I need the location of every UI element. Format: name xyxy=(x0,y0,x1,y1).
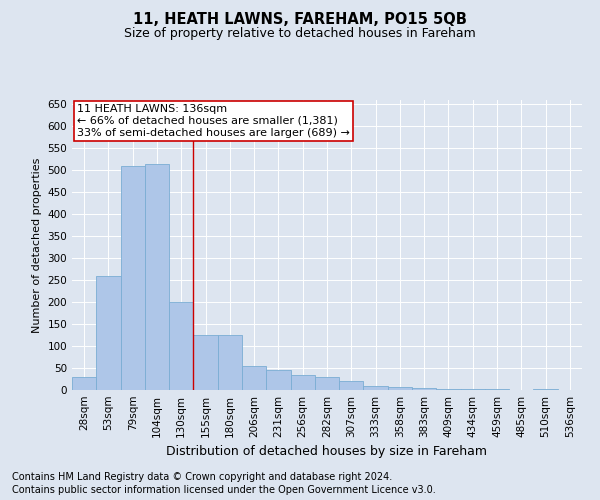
Bar xyxy=(145,164,169,390)
Bar xyxy=(315,377,339,390)
Text: 11 HEATH LAWNS: 136sqm
← 66% of detached houses are smaller (1,381)
33% of semi-: 11 HEATH LAWNS: 136sqm ← 66% of detached… xyxy=(77,104,350,138)
Bar xyxy=(436,388,461,390)
Y-axis label: Number of detached properties: Number of detached properties xyxy=(32,158,42,332)
Bar xyxy=(364,386,388,390)
Bar xyxy=(290,374,315,390)
Text: Contains HM Land Registry data © Crown copyright and database right 2024.: Contains HM Land Registry data © Crown c… xyxy=(12,472,392,482)
Bar xyxy=(121,166,145,390)
Bar xyxy=(485,389,509,390)
Bar xyxy=(72,377,96,390)
Bar xyxy=(339,381,364,390)
Bar xyxy=(218,335,242,390)
Bar xyxy=(266,370,290,390)
Bar xyxy=(412,388,436,390)
Text: Size of property relative to detached houses in Fareham: Size of property relative to detached ho… xyxy=(124,28,476,40)
Text: 11, HEATH LAWNS, FAREHAM, PO15 5QB: 11, HEATH LAWNS, FAREHAM, PO15 5QB xyxy=(133,12,467,28)
Bar xyxy=(533,389,558,390)
Bar xyxy=(169,302,193,390)
Bar xyxy=(461,388,485,390)
X-axis label: Distribution of detached houses by size in Fareham: Distribution of detached houses by size … xyxy=(167,446,487,458)
Text: Contains public sector information licensed under the Open Government Licence v3: Contains public sector information licen… xyxy=(12,485,436,495)
Bar xyxy=(96,276,121,390)
Bar xyxy=(193,335,218,390)
Bar xyxy=(388,387,412,390)
Bar xyxy=(242,366,266,390)
